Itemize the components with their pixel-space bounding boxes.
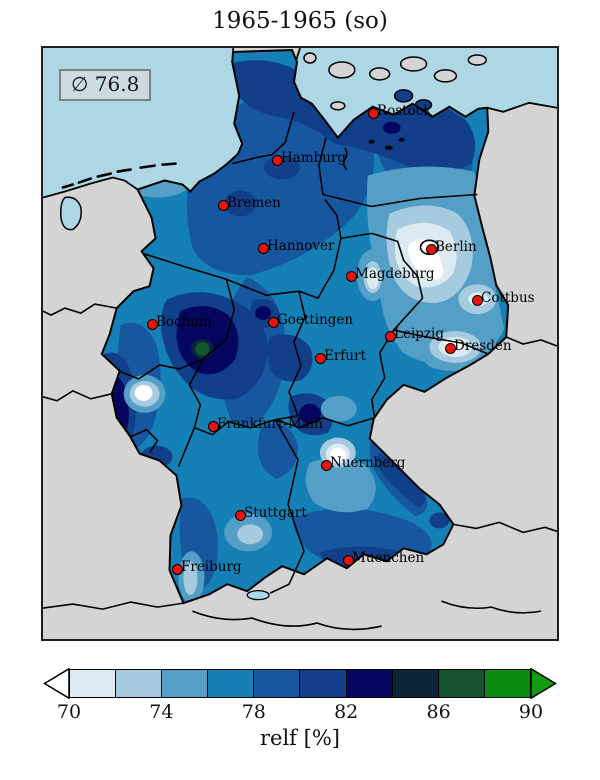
colorbar-segment-6 (346, 670, 393, 697)
city-marker-cottbus (471, 294, 483, 306)
city-label-hamburg: Hamburg (281, 150, 347, 166)
city-label-goettingen: Goettingen (277, 312, 354, 328)
city-marker-goettingen (267, 316, 279, 328)
plot-title: 1965-1965 (so) (212, 8, 388, 34)
city-label-nuernberg: Nuernberg (330, 455, 406, 471)
city-marker-bremen (217, 199, 229, 211)
city-label-leipzig: Leipzig (394, 326, 444, 342)
germany-border (100, 48, 510, 605)
colorbar-segment-9 (484, 670, 530, 697)
colorbar-segment-2 (162, 670, 209, 697)
city-label-muenchen: Muenchen (352, 550, 425, 566)
city-marker-freiburg (171, 563, 183, 575)
germany-contour-map (43, 48, 557, 639)
city-marker-berlin (425, 243, 437, 255)
colorbar-segment-0 (70, 670, 117, 697)
city-label-cottbus: Cottbus (481, 290, 535, 306)
colorbar-segment-3 (208, 670, 255, 697)
colorbar-tick-74: 74 (149, 701, 174, 723)
colorbar-over-arrow (530, 668, 557, 699)
city-label-bremen: Bremen (227, 195, 281, 211)
neighbor-borders (43, 303, 557, 631)
frisian-islands (61, 162, 177, 189)
city-marker-muenchen (342, 554, 354, 566)
city-label-bochum: Bochum (156, 314, 212, 330)
city-marker-dresden (444, 342, 456, 354)
city-marker-frankfurt-main (207, 420, 219, 432)
colorbar-segment-7 (392, 670, 439, 697)
under-arrow-shape (43, 668, 70, 699)
lakes (246, 137, 405, 601)
colorbar-segment-8 (438, 670, 485, 697)
city-label-berlin: Berlin (435, 239, 477, 255)
city-marker-erfurt (314, 352, 326, 364)
colorbar-tick-78: 78 (241, 701, 266, 723)
city-marker-rostock (367, 107, 379, 119)
city-label-dresden: Dresden (454, 338, 512, 354)
colorbar-segment-1 (116, 670, 163, 697)
city-marker-nuernberg (320, 459, 332, 471)
city-label-magdeburg: Magdeburg (355, 266, 435, 282)
colorbar-tick-70: 70 (56, 701, 82, 723)
colorbar-tick-90: 90 (518, 701, 544, 723)
city-marker-hannover (257, 242, 269, 254)
map-axes: Rostock Hamburg Bremen Hannover Berlin Magdeb… (41, 46, 559, 641)
city-label-freiburg: Freiburg (181, 559, 242, 575)
colorbar-tick-86: 86 (426, 701, 451, 723)
colorbar-body (69, 669, 531, 698)
state-borders (120, 111, 489, 594)
contour-fills (101, 49, 509, 604)
colorbar-segment-4 (254, 670, 301, 697)
city-marker-leipzig (384, 330, 396, 342)
mean-value-badge: ∅ 76.8 (59, 69, 152, 101)
colorbar-label: relf [%] (260, 726, 340, 750)
city-marker-magdeburg (345, 270, 357, 282)
islands (303, 52, 488, 111)
ijsselmeer-lake (60, 196, 82, 231)
over-arrow-shape (530, 668, 557, 699)
colorbar-segment-5 (300, 670, 347, 697)
city-label-hannover: Hannover (267, 238, 335, 254)
city-label-erfurt: Erfurt (324, 348, 366, 364)
city-marker-bochum (146, 318, 158, 330)
colorbar-under-arrow (43, 668, 70, 699)
city-label-stuttgart: Stuttgart (244, 505, 307, 521)
city-label-frankfurt-main: Frankfurt-Main (217, 416, 323, 432)
city-marker-hamburg (271, 154, 283, 166)
city-marker-stuttgart (234, 509, 246, 521)
colorbar-tick-82: 82 (334, 701, 359, 723)
city-label-rostock: Rostock (377, 103, 432, 119)
